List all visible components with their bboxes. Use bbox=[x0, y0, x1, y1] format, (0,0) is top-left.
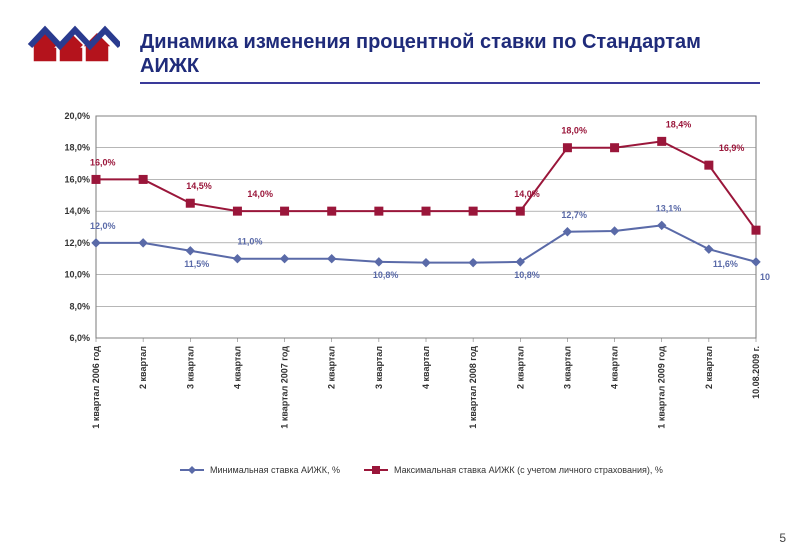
slide-title: Динамика изменения процентной ставки по … bbox=[140, 30, 760, 84]
svg-text:18,0%: 18,0% bbox=[561, 126, 587, 136]
svg-text:Максимальная ставка АИЖК (с уч: Максимальная ставка АИЖК (с учетом лично… bbox=[394, 465, 663, 475]
svg-text:12,0%: 12,0% bbox=[64, 238, 90, 248]
svg-text:6,0%: 6,0% bbox=[69, 333, 90, 343]
svg-text:2 квартал: 2 квартал bbox=[138, 346, 148, 389]
svg-text:12,7%: 12,7% bbox=[561, 210, 587, 220]
rate-dynamics-chart: 6,0%8,0%10,0%12,0%14,0%16,0%18,0%20,0%1 … bbox=[40, 110, 770, 490]
svg-text:3 квартал: 3 квартал bbox=[185, 346, 195, 389]
svg-text:11,6%: 11,6% bbox=[713, 259, 738, 269]
svg-text:11,5%: 11,5% bbox=[184, 259, 209, 269]
svg-text:16,9%: 16,9% bbox=[719, 143, 745, 153]
svg-text:2 квартал: 2 квартал bbox=[515, 346, 525, 389]
svg-text:10,0%: 10,0% bbox=[64, 270, 90, 280]
svg-text:20,0%: 20,0% bbox=[64, 111, 90, 121]
svg-text:3 квартал: 3 квартал bbox=[562, 346, 572, 389]
svg-text:14,0%: 14,0% bbox=[247, 189, 273, 199]
svg-text:2 квартал: 2 квартал bbox=[704, 346, 714, 389]
svg-text:11,0%: 11,0% bbox=[237, 237, 262, 247]
svg-text:13,1%: 13,1% bbox=[656, 203, 682, 213]
svg-text:4 квартал: 4 квартал bbox=[232, 346, 242, 389]
svg-text:Минимальная ставка АИЖК, %: Минимальная ставка АИЖК, % bbox=[210, 465, 340, 475]
svg-text:16,0%: 16,0% bbox=[90, 157, 116, 167]
svg-text:18,0%: 18,0% bbox=[64, 143, 90, 153]
svg-text:4 квартал: 4 квартал bbox=[610, 346, 620, 389]
brand-logo bbox=[20, 24, 120, 84]
svg-text:14,0%: 14,0% bbox=[64, 206, 90, 216]
svg-text:1 квартал 2007 год: 1 квартал 2007 год bbox=[280, 346, 290, 429]
svg-text:16,0%: 16,0% bbox=[64, 174, 90, 184]
svg-text:2 квартал: 2 квартал bbox=[327, 346, 337, 389]
svg-text:10,8%: 10,8% bbox=[373, 270, 399, 280]
svg-text:3 квартал: 3 квартал bbox=[374, 346, 384, 389]
svg-text:14,5%: 14,5% bbox=[186, 181, 212, 191]
slide-number: 5 bbox=[779, 531, 786, 545]
svg-text:10,8%: 10,8% bbox=[760, 272, 770, 282]
svg-text:10.08.2009 г.: 10.08.2009 г. bbox=[751, 346, 761, 399]
svg-text:14,0%: 14,0% bbox=[514, 189, 540, 199]
svg-text:4 квартал: 4 квартал bbox=[421, 346, 431, 389]
svg-text:10,8%: 10,8% bbox=[514, 270, 540, 280]
svg-text:18,4%: 18,4% bbox=[666, 119, 692, 129]
svg-text:1 квартал 2008 год: 1 квартал 2008 год bbox=[468, 346, 478, 429]
svg-text:1 квартал 2009 год: 1 квартал 2009 год bbox=[657, 346, 667, 429]
svg-text:8,0%: 8,0% bbox=[69, 301, 90, 311]
svg-text:12,0%: 12,0% bbox=[90, 221, 116, 231]
svg-text:1 квартал 2006 год: 1 квартал 2006 год bbox=[91, 346, 101, 429]
